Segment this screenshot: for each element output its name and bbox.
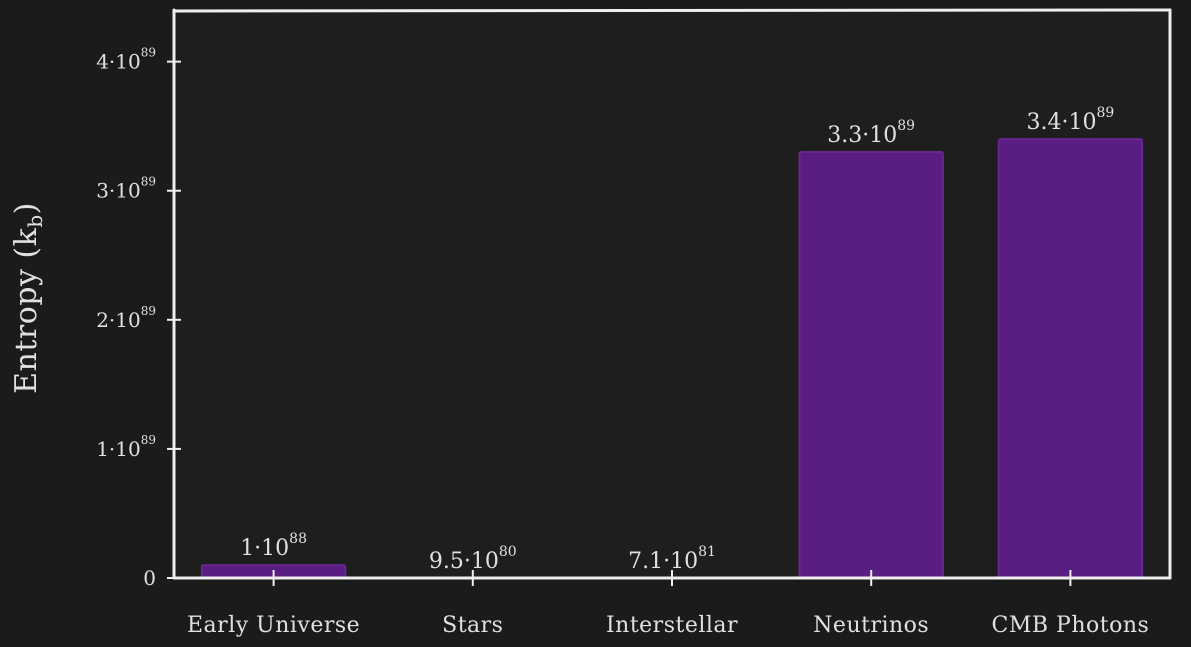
- data-label-4-mantissa: 3.4·10: [1026, 110, 1096, 135]
- data-label-1-exponent: 80: [499, 544, 517, 560]
- y-tick-label-1: 1·1089: [96, 433, 156, 461]
- y-tick-label-3-mantissa: 3·10: [96, 179, 141, 203]
- data-label-0: 1·1088: [240, 531, 307, 561]
- bar-4: [997, 138, 1144, 579]
- y-tick-label-3: 3·1089: [96, 175, 156, 203]
- y-tick-label-4: 4·1089: [96, 46, 156, 74]
- y-tick-label-2-mantissa: 2·10: [96, 308, 141, 332]
- y-tick-label-3-exponent: 89: [141, 175, 156, 189]
- data-label-2-mantissa: 7.1·10: [628, 549, 698, 574]
- y-tick-label-0: 0: [143, 566, 156, 590]
- y-tick-label-4-exponent: 89: [141, 46, 156, 60]
- y-tick-label-1-exponent: 89: [141, 433, 156, 447]
- y-axis-title-main: Entropy (k: [9, 227, 44, 394]
- data-label-0-exponent: 88: [289, 531, 307, 547]
- x-ticks: [272, 570, 1072, 586]
- data-label-1-mantissa: 9.5·10: [429, 549, 499, 574]
- data-label-4-exponent: 89: [1096, 105, 1114, 121]
- data-label-1: 9.5·1080: [429, 544, 517, 574]
- category-label-1: Stars: [442, 613, 503, 638]
- bars-layer: [200, 138, 1144, 579]
- y-axis-title-close: ): [9, 202, 44, 214]
- y-tick-label-0-mantissa: 0: [143, 566, 156, 590]
- data-label-2-exponent: 81: [698, 544, 716, 560]
- data-label-4: 3.4·1089: [1026, 105, 1114, 135]
- bar-3: [798, 151, 944, 579]
- y-axis-title-sub: b: [23, 214, 47, 227]
- frame-top: [172, 8, 1172, 13]
- category-label-2: Interstellar: [606, 613, 738, 638]
- y-axis-title: Entropy (kb): [9, 202, 47, 394]
- y-tick-label-4-mantissa: 4·10: [96, 50, 141, 74]
- y-tick-label-2-exponent: 89: [141, 304, 156, 318]
- y-tick-label-2: 2·1089: [96, 304, 156, 332]
- data-label-3-exponent: 89: [897, 118, 915, 134]
- data-label-3-mantissa: 3.3·10: [827, 123, 897, 148]
- data-label-3: 3.3·1089: [827, 118, 915, 148]
- data-label-2: 7.1·1081: [628, 544, 716, 574]
- data-label-0-mantissa: 1·10: [240, 536, 289, 561]
- category-labels: Early Universe Stars Interstellar Neutrinos…: [187, 613, 1149, 638]
- y-tick-label-1-mantissa: 1·10: [96, 437, 141, 461]
- category-label-4: CMB Photons: [992, 613, 1150, 638]
- category-label-3: Neutrinos: [813, 613, 929, 638]
- category-label-0: Early Universe: [187, 613, 360, 638]
